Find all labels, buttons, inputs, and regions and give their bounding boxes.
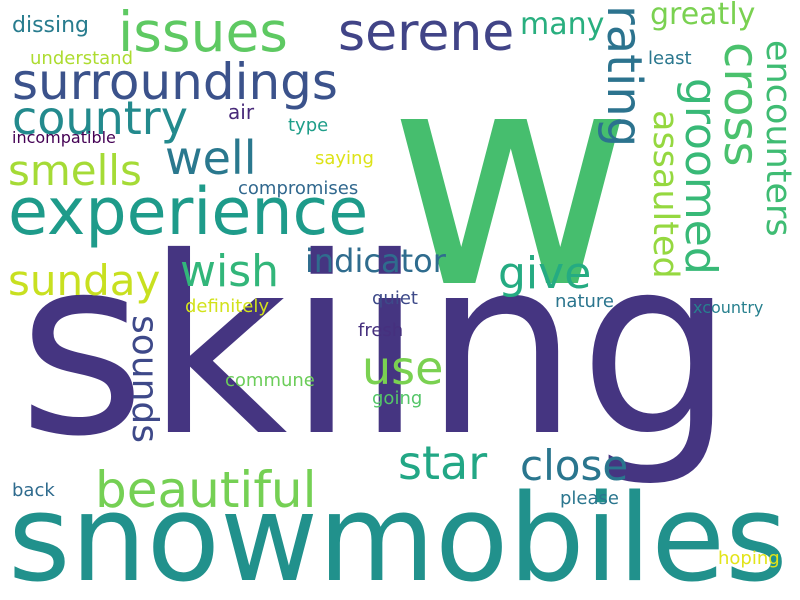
word-encounters: encounters [758,40,798,237]
word-sunday: sunday [8,256,161,305]
word-least: least [648,48,692,69]
word-w: w [388,5,634,354]
word-close: close [520,441,629,490]
word-air: air [228,100,255,124]
word-issues: issues [118,0,288,64]
word-country: country [12,91,188,145]
word-commune: commune [225,370,315,391]
word-wish: wish [180,246,280,297]
word-star: star [398,436,488,490]
word-snowmobiles: snowmobiles [8,470,788,600]
word-serene: serene [338,3,515,63]
word-compromises: compromises [238,178,359,199]
word-assaulted: assaulted [645,110,685,279]
word-definitely: definitely [185,296,270,317]
word-going: going [372,388,423,409]
word-smells: smells [8,146,142,195]
word-xcountry: xcountry [693,298,764,317]
word-back: back [12,480,55,501]
word-saying: saying [315,148,374,169]
word-give: give [498,248,592,299]
word-well: well [165,131,257,185]
word-beautiful: beautiful [95,461,317,519]
word-nature: nature [555,291,614,312]
word-dissing: dissing [12,13,90,38]
word-hoping: hoping [718,548,780,569]
word-experience: experience [8,175,369,250]
word-understand: understand [30,48,134,69]
word-please: please [560,488,619,509]
word-type: type [288,115,329,136]
word-greatly: greatly [650,0,756,32]
word-fresh: fresh [358,320,404,341]
word-quiet: quiet [372,288,418,309]
word-use: use [362,341,444,395]
word-sounds: sounds [124,315,165,444]
word-incompatible: incompatible [12,128,116,147]
word-many: many [520,7,605,42]
word-skiing: skiing [18,205,735,490]
word-rating: rating [596,5,652,148]
word-surroundings: surroundings [12,53,338,111]
word-indicator: indicator [305,242,446,280]
